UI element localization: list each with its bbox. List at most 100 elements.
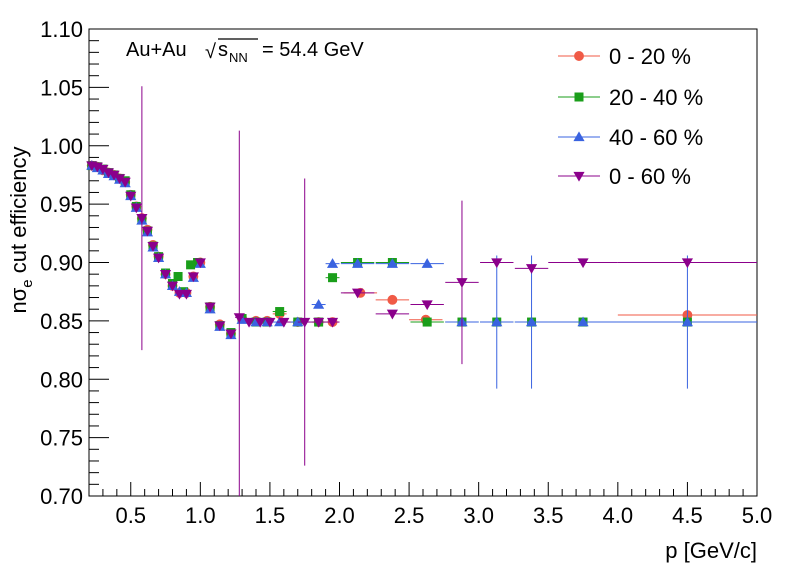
point-marker — [278, 317, 290, 328]
data-point — [410, 317, 444, 327]
point-marker — [125, 191, 137, 202]
data-point — [410, 258, 444, 268]
point-marker — [326, 258, 339, 268]
data-point — [204, 302, 216, 313]
point-marker — [275, 307, 285, 317]
data-point — [187, 272, 199, 283]
point-marker — [214, 321, 226, 332]
legend-marker — [574, 51, 584, 61]
data-point — [617, 255, 757, 389]
legend-label: 40 - 60 % — [609, 125, 703, 150]
x-tick-label: 0.5 — [115, 503, 146, 528]
data-point — [264, 317, 276, 328]
point-marker — [187, 272, 199, 283]
point-marker — [386, 258, 398, 268]
point-marker — [141, 226, 154, 237]
point-marker — [681, 316, 693, 327]
data-point — [125, 191, 137, 202]
point-marker — [313, 317, 325, 328]
data-point — [514, 255, 549, 389]
data-point — [214, 321, 226, 332]
point-marker — [491, 258, 503, 269]
point-marker — [525, 316, 538, 327]
data-point — [297, 178, 312, 466]
x-tick-label: 4.0 — [603, 503, 634, 528]
data-point — [180, 289, 192, 300]
data-point — [254, 317, 266, 328]
point-marker — [108, 170, 120, 181]
data-point — [194, 258, 206, 269]
annotation-system: Au+Au — [126, 39, 187, 61]
point-marker — [456, 278, 468, 288]
x-tick-label: 3.0 — [463, 503, 494, 528]
point-marker — [136, 213, 148, 224]
legend-label: 20 - 40 % — [609, 85, 703, 110]
point-marker — [328, 273, 338, 283]
data-point — [153, 253, 165, 264]
point-marker — [326, 317, 339, 328]
legend-marker — [573, 171, 585, 182]
point-marker — [422, 317, 432, 327]
point-marker — [299, 317, 311, 328]
point-marker — [577, 258, 589, 269]
point-marker — [525, 264, 538, 274]
y-tick-label: 1.05 — [40, 75, 83, 100]
point-marker — [180, 289, 192, 300]
legend-marker — [574, 92, 584, 102]
collision-annotation: Au+Au √ s NN = 54.4 GeV — [126, 38, 364, 65]
data-point — [186, 260, 196, 270]
data-point — [243, 317, 255, 328]
point-marker — [387, 294, 398, 305]
annotation-sqrt-symbol: √ — [205, 41, 216, 63]
annotation-energy: = 54.4 GeV — [262, 39, 364, 61]
point-marker — [97, 164, 109, 175]
data-point — [375, 294, 410, 305]
x-tick-label: 3.5 — [533, 503, 564, 528]
x-axis-title: p [GeV/c] — [665, 538, 757, 563]
data-point — [340, 288, 375, 299]
point-marker — [233, 313, 245, 323]
x-tick-label: 4.5 — [672, 503, 703, 528]
point-marker — [114, 174, 126, 185]
y-axis-title-suffix: cut efficiency — [6, 146, 31, 279]
data-point — [147, 241, 159, 252]
point-marker — [173, 272, 183, 282]
point-marker — [204, 302, 216, 313]
legend-entry-4: 0 - 60 % — [558, 164, 691, 189]
point-marker — [166, 281, 179, 292]
data-point — [97, 164, 109, 175]
legend: 0 - 20 % 20 - 40 % 40 - 60 % 0 - 60 % — [558, 44, 703, 189]
x-tick-label: 2.0 — [324, 503, 355, 528]
legend-entry-3: 40 - 60 % — [558, 125, 703, 150]
y-tick-label: 0.80 — [40, 367, 83, 392]
data-series — [86, 86, 757, 496]
data-point — [340, 258, 375, 268]
y-axis-title-prefix: nσ — [6, 287, 31, 313]
y-tick-label: 1.00 — [40, 134, 83, 159]
data-point — [272, 307, 287, 317]
data-point — [325, 317, 340, 328]
y-tick-label: 1.10 — [40, 17, 83, 42]
data-point — [119, 177, 131, 188]
point-marker — [352, 288, 364, 299]
y-tick-label: 0.75 — [40, 426, 83, 451]
point-marker — [681, 258, 693, 269]
point-marker — [194, 258, 206, 269]
data-point — [617, 258, 757, 269]
legend-entry-2: 20 - 40 % — [558, 85, 703, 110]
point-marker — [243, 317, 255, 328]
x-tick-label: 1.0 — [185, 503, 216, 528]
x-tick-label: 5.0 — [742, 503, 773, 528]
point-marker — [313, 298, 325, 309]
legend-label: 0 - 20 % — [609, 44, 691, 69]
data-point — [311, 317, 326, 328]
y-tick-label: 0.85 — [40, 309, 83, 334]
point-marker — [153, 253, 165, 264]
point-marker — [421, 300, 433, 311]
annotation-nn-subscript: NN — [229, 50, 248, 65]
y-axis-title: nσe cut efficiency — [6, 146, 36, 313]
axis-ticks: 0.5 1.0 1.5 2.0 2.5 3.0 3.5 4.0 4.5 5.0 0.70 0.75 0.… — [40, 17, 772, 528]
legend-entry-1: 0 - 20 % — [558, 44, 691, 69]
point-marker — [225, 329, 237, 340]
